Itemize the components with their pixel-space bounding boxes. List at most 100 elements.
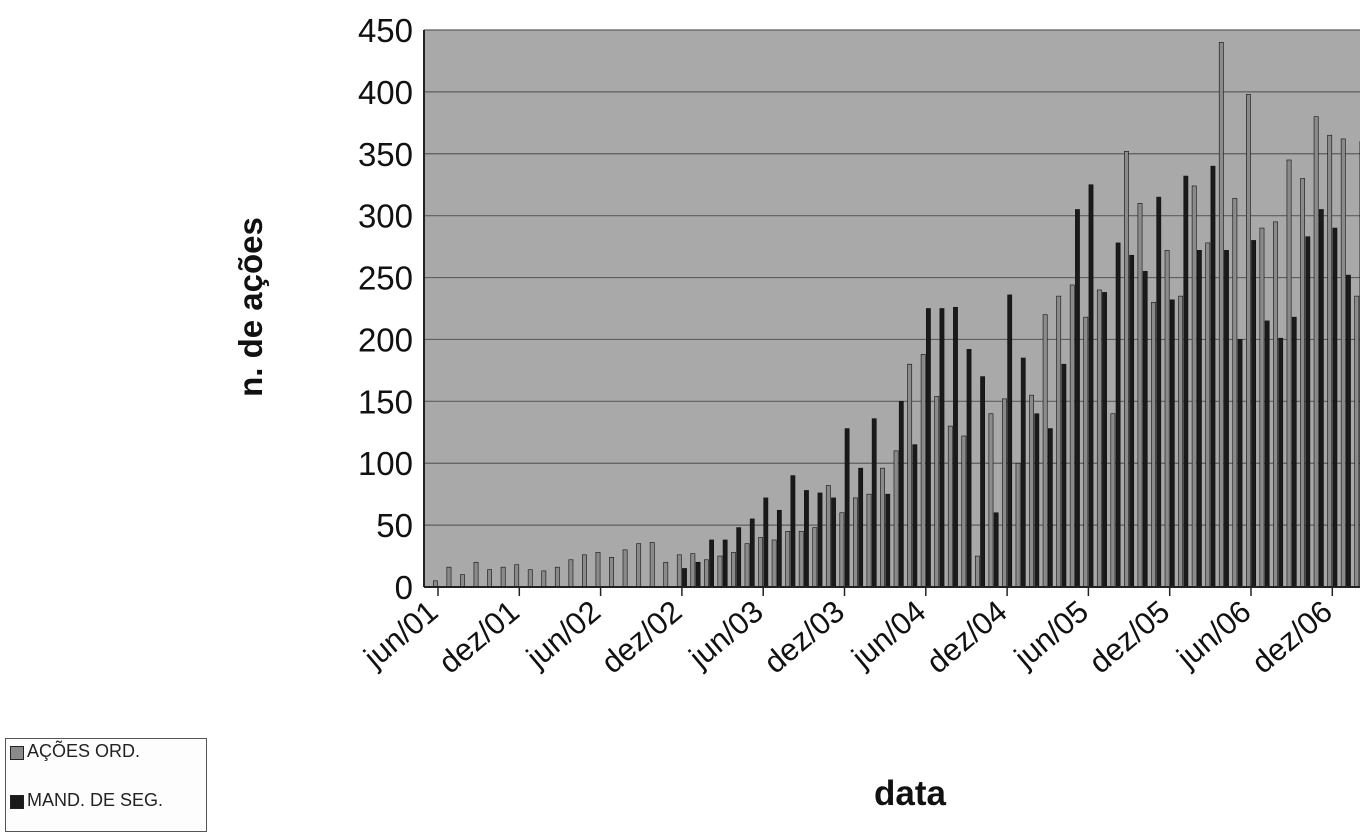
bar-mand-de-seg bbox=[1061, 363, 1067, 588]
bar-mand-de-seg bbox=[1332, 227, 1338, 588]
bar-mand-de-seg bbox=[1291, 316, 1297, 588]
y-tick-label: 50 bbox=[376, 507, 413, 544]
bar-acoes-ord bbox=[934, 396, 940, 588]
legend-item-mand-de-seg: MAND. DE SEG. bbox=[10, 790, 177, 811]
bar-mand-de-seg bbox=[817, 492, 823, 588]
bar-acoes-ord bbox=[1164, 250, 1170, 588]
bar-acoes-ord bbox=[622, 549, 628, 588]
bar-acoes-ord bbox=[690, 553, 696, 588]
bar-acoes-ord bbox=[568, 559, 574, 588]
bar-acoes-ord bbox=[1069, 284, 1075, 588]
bar-acoes-ord bbox=[1015, 462, 1021, 588]
bar-acoes-ord bbox=[595, 552, 601, 588]
bar-acoes-ord bbox=[514, 564, 520, 588]
bar-mand-de-seg bbox=[1318, 209, 1324, 588]
bar-acoes-ord bbox=[473, 561, 479, 588]
gridlines bbox=[424, 29, 1360, 526]
bar-mand-de-seg bbox=[682, 568, 687, 588]
x-tick-labels: jun/01dez/01jun/02dez/02jun/03dez/03jun/… bbox=[357, 594, 1339, 681]
bar-mand-de-seg bbox=[939, 308, 945, 588]
bar-acoes-ord bbox=[785, 530, 791, 588]
legend: AÇÕES ORD. MAND. DE SEG. bbox=[5, 738, 207, 832]
bar-acoes-ord bbox=[541, 570, 547, 588]
x-tick-label: dez/03 bbox=[757, 594, 851, 681]
x-tick-label: jun/03 bbox=[682, 594, 770, 676]
bar-mand-de-seg bbox=[790, 475, 796, 588]
bar-acoes-ord bbox=[446, 566, 452, 588]
bar-acoes-ord bbox=[758, 537, 763, 588]
bar-mand-de-seg bbox=[1224, 250, 1229, 588]
legend-label-mand-de-seg: MAND. DE SEG. bbox=[27, 790, 164, 810]
bar-mand-de-seg bbox=[844, 428, 850, 588]
x-tick-label: dez/06 bbox=[1245, 594, 1339, 681]
bar-acoes-ord bbox=[866, 493, 872, 588]
bar-mand-de-seg bbox=[1197, 250, 1202, 588]
bar-mand-de-seg bbox=[871, 418, 877, 588]
bar-acoes-ord bbox=[744, 543, 750, 588]
bar-acoes-ord bbox=[880, 467, 885, 588]
bar-acoes-ord bbox=[554, 566, 560, 588]
bar-acoes-ord bbox=[1137, 202, 1143, 588]
bar-acoes-ord bbox=[839, 512, 845, 588]
bar-mand-de-seg bbox=[709, 539, 714, 588]
bar-mand-de-seg bbox=[1034, 413, 1040, 588]
bar-mand-de-seg bbox=[966, 349, 972, 588]
bar-mand-de-seg bbox=[763, 497, 769, 588]
bar-acoes-ord bbox=[1300, 178, 1305, 588]
bar-acoes-ord bbox=[825, 485, 831, 588]
bar-acoes-ord bbox=[1191, 185, 1197, 588]
bar-acoes-ord bbox=[812, 527, 818, 588]
bar-mand-de-seg bbox=[993, 512, 999, 588]
bar-acoes-ord bbox=[1340, 138, 1346, 588]
bar-acoes-ord bbox=[1354, 295, 1360, 588]
bar-mand-de-seg bbox=[1007, 294, 1013, 588]
y-axis-label: n. de ações bbox=[232, 217, 269, 397]
bar-mand-de-seg bbox=[1169, 299, 1175, 588]
bar-mand-de-seg bbox=[1047, 428, 1053, 588]
legend-swatch-mand-de-seg bbox=[10, 795, 24, 809]
y-tick-label: 450 bbox=[358, 12, 413, 49]
bar-acoes-ord bbox=[893, 450, 899, 588]
bar-acoes-ord bbox=[1042, 314, 1048, 588]
plot-area bbox=[424, 30, 1360, 587]
bar-mand-de-seg bbox=[1088, 184, 1094, 588]
x-tick-label: jun/02 bbox=[519, 594, 607, 676]
y-tick-label: 200 bbox=[358, 321, 413, 358]
bar-mand-de-seg bbox=[1237, 339, 1243, 588]
bar-acoes-ord bbox=[907, 363, 913, 588]
bar-acoes-ord bbox=[798, 530, 804, 588]
x-tick-label: jun/06 bbox=[1170, 594, 1258, 676]
bar-acoes-ord bbox=[961, 435, 967, 588]
bar-acoes-ord bbox=[1218, 42, 1224, 588]
bar-acoes-ord bbox=[974, 555, 980, 588]
legend-item-acoes-ord: AÇÕES ORD. bbox=[10, 741, 177, 762]
bar-mand-de-seg bbox=[1102, 292, 1107, 588]
bar-acoes-ord bbox=[1259, 227, 1265, 588]
bar-mand-de-seg bbox=[1210, 165, 1216, 588]
bar-acoes-ord bbox=[731, 552, 736, 588]
bar-acoes-ord bbox=[1083, 316, 1089, 588]
bar-mand-de-seg bbox=[776, 509, 782, 588]
legend-label-acoes-ord: AÇÕES ORD. bbox=[27, 741, 141, 761]
bar-acoes-ord bbox=[1232, 198, 1238, 588]
bar-acoes-ord bbox=[527, 569, 533, 588]
bar-acoes-ord bbox=[500, 566, 506, 588]
bar-mand-de-seg bbox=[1129, 254, 1135, 588]
bar-acoes-ord bbox=[1327, 134, 1333, 588]
bar-mand-de-seg bbox=[858, 467, 864, 588]
bar-acoes-ord bbox=[649, 542, 655, 588]
bar-mand-de-seg bbox=[1305, 236, 1311, 588]
bar-acoes-ord bbox=[717, 555, 723, 588]
bar-acoes-ord bbox=[1029, 394, 1034, 588]
legend-swatch-acoes-ord bbox=[10, 746, 24, 760]
bar-mand-de-seg bbox=[736, 527, 742, 588]
y-tick-label: 100 bbox=[358, 445, 413, 482]
bar-acoes-ord bbox=[853, 497, 858, 588]
bar-acoes-ord bbox=[1124, 151, 1129, 588]
x-tick-label: dez/05 bbox=[1082, 594, 1176, 681]
bar-mand-de-seg bbox=[1278, 337, 1284, 588]
x-tick-label: jun/05 bbox=[1007, 594, 1095, 676]
bar-acoes-ord bbox=[676, 554, 682, 588]
y-tick-label: 150 bbox=[358, 383, 413, 420]
